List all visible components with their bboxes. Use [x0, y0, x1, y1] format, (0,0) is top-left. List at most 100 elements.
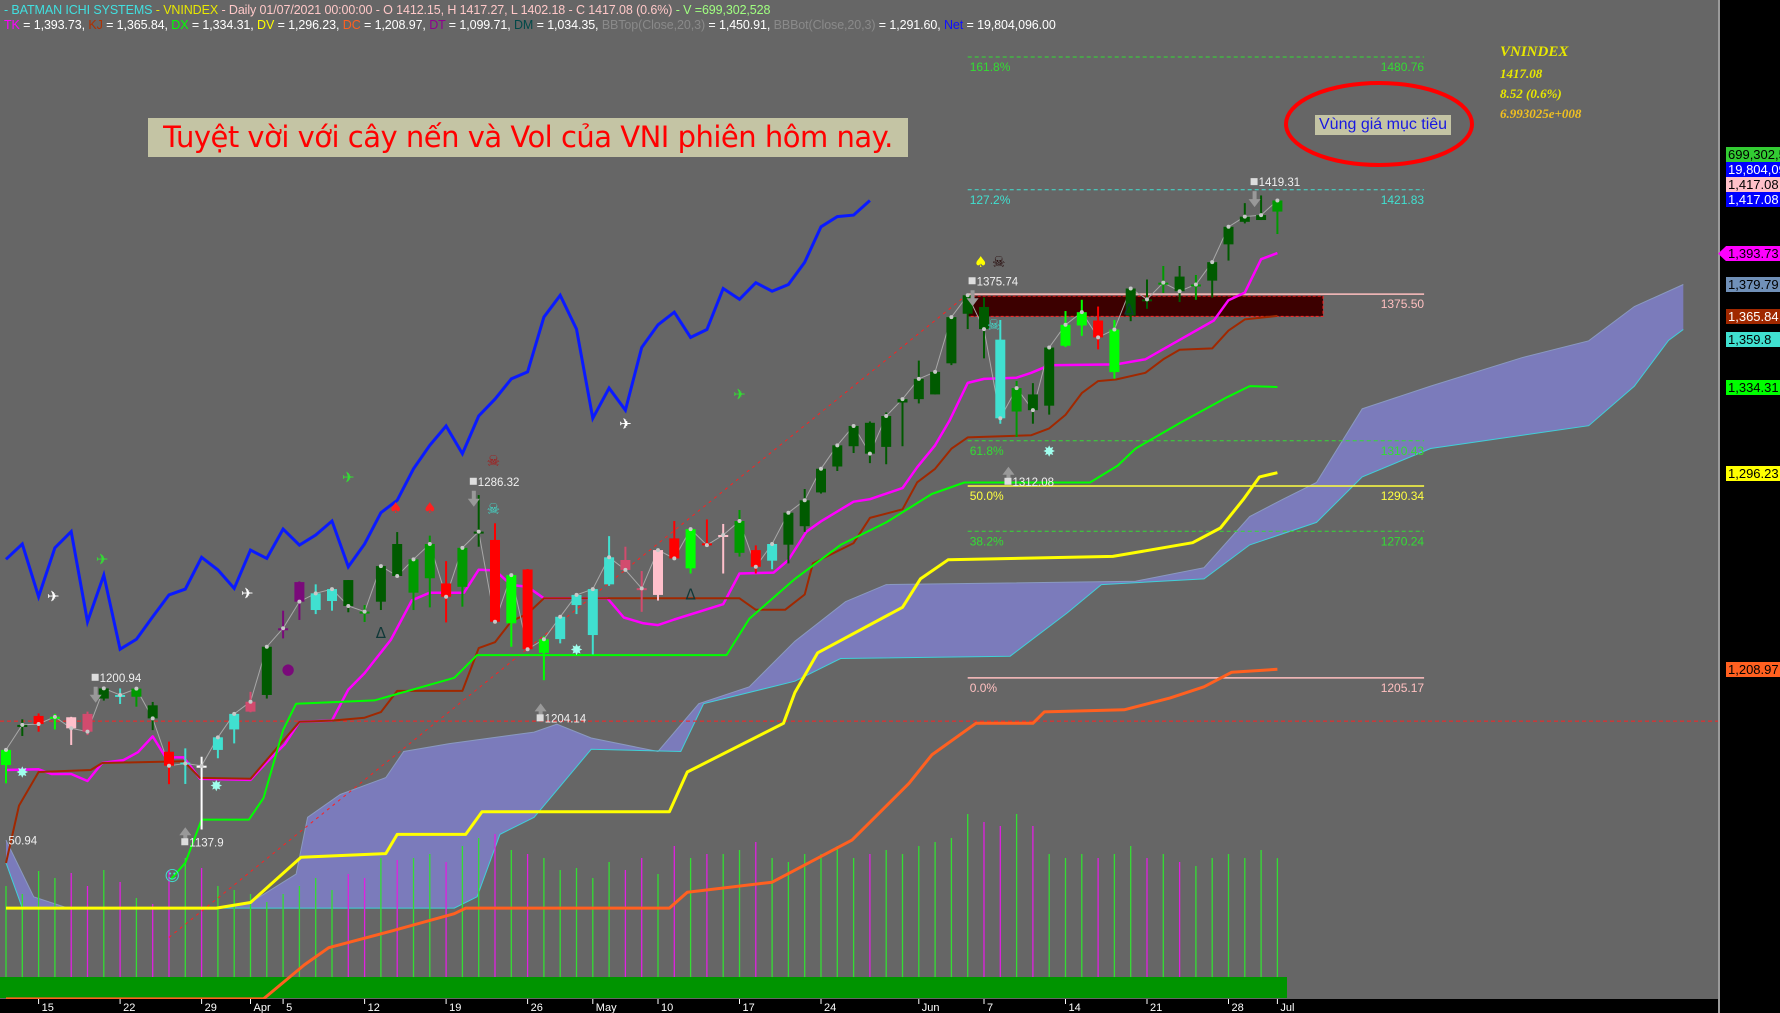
arrow-down-icon [467, 490, 480, 507]
x-tick-label: 15 [42, 1002, 54, 1013]
close-dot [998, 416, 1003, 421]
candle [261, 644, 272, 699]
close-dot [85, 729, 90, 734]
candle-body [1272, 200, 1283, 212]
x-tick-label: 19 [449, 1002, 461, 1013]
candle-body [604, 557, 615, 585]
candle-body [685, 529, 696, 569]
label-marker-icon [181, 838, 189, 846]
candle [1190, 275, 1201, 300]
candle-body [1011, 388, 1022, 412]
candle [653, 548, 663, 601]
candle-body [457, 547, 468, 587]
price-label: 1375.74 [977, 276, 1019, 288]
x-tick-label: 17 [743, 1002, 755, 1013]
candle [946, 315, 957, 366]
candle [1027, 383, 1038, 424]
x-tick-label: May [596, 1002, 617, 1013]
x-tick-label: 12 [368, 1002, 380, 1013]
candle-body [555, 616, 566, 640]
candle [685, 527, 696, 574]
senkou-span-b [5, 329, 1684, 909]
candle [734, 509, 745, 557]
close-dot [52, 714, 57, 719]
close-dot [965, 293, 970, 298]
close-dot [150, 716, 155, 721]
candle-body [506, 575, 517, 624]
legend-volume: 6.993025e+008 [1500, 106, 1582, 121]
label-marker-icon [1250, 178, 1258, 186]
x-tick-label: 7 [987, 1002, 993, 1013]
date-axis[interactable] [0, 999, 1720, 1013]
skull-icon: ☠ [987, 316, 1000, 334]
candle-body [620, 560, 631, 570]
candle-body [669, 538, 680, 559]
line-dv [6, 471, 1278, 910]
cloud-area [6, 284, 1684, 909]
close-dot [1079, 310, 1084, 315]
candle-body [799, 500, 810, 527]
indicator-value: = 1,034.35, [533, 18, 602, 32]
candle [294, 581, 305, 620]
candle [587, 587, 598, 655]
candle [1093, 306, 1104, 350]
candle-body [424, 544, 435, 579]
candle [636, 571, 647, 612]
indicator-name: TK [4, 18, 20, 32]
candle-body [261, 646, 272, 695]
annotation-note[interactable]: Tuyệt vời với cây nến và Vol của VNI phi… [148, 118, 908, 157]
close-dot [623, 567, 628, 572]
airplane-icon: ✈ [241, 584, 254, 602]
indicator-value: = 1,291.60, [875, 18, 944, 32]
candle-body [229, 713, 240, 730]
candle-body [392, 544, 403, 577]
close-dot [1161, 280, 1166, 285]
close-dot [134, 686, 139, 691]
x-tick-label: 14 [1069, 1002, 1081, 1013]
candle-body [164, 751, 174, 766]
title-segment: - Daily 01/07/2021 00:00:00 - O 1412.15,… [218, 3, 673, 17]
candle [604, 536, 615, 586]
close-dot [835, 443, 840, 448]
close-dot [590, 587, 595, 592]
close-dot [1112, 327, 1117, 332]
price-axis-tag: 1,334.31 [1726, 379, 1780, 395]
airplane-icon: ✈ [47, 588, 60, 606]
close-dot [183, 761, 188, 766]
price-axis-tag: 1,359.8 [1726, 332, 1780, 348]
candle-body [881, 416, 892, 447]
indicator-name: DM [514, 18, 534, 32]
candle [979, 297, 989, 359]
close-dot [672, 556, 677, 561]
target-ellipse[interactable] [1284, 81, 1474, 167]
price-axis-tag: 1,393.73 [1726, 246, 1780, 262]
candle [1174, 265, 1185, 303]
close-dot [541, 637, 546, 642]
skull-icon: ☠ [487, 500, 500, 518]
signal-markers: ✈ ✈ ✈ ✈ ✈ ✈ ♠ ♠ ♠ ☠ ☠ ☠ ☠ ✸ ✸ ✸ ✸ Δ Δ Δ ☺ ● [16, 253, 1135, 885]
candle-body [408, 559, 419, 593]
indicator-name: DT [429, 18, 446, 32]
candle [1109, 320, 1120, 379]
candle-body [750, 550, 761, 567]
candle-body [538, 639, 549, 653]
candle [538, 636, 549, 681]
close-dot [867, 451, 872, 456]
close-dot [248, 699, 253, 704]
candle [490, 523, 500, 624]
price-labels: 1200.94 1137.9 1286.32 1204.14 1375.74 1312.0… [8, 177, 1300, 849]
target-zone-label[interactable]: Vùng giá mục tiêu [1315, 115, 1452, 135]
close-dot [509, 573, 514, 578]
candle [1256, 195, 1267, 221]
candle-body [653, 550, 663, 595]
indicator-value: = 19,804,096.00 [963, 18, 1056, 32]
candle [375, 564, 386, 611]
close-dot [819, 466, 823, 471]
fib-level-label: 38.2% [970, 534, 1004, 548]
x-tick-label: 28 [1232, 1002, 1244, 1013]
fib-level-label: 127.2% [970, 193, 1011, 207]
line-dc [6, 667, 1278, 1001]
candle [913, 360, 924, 404]
price-axis-tag: 19,804,096 [1726, 162, 1780, 177]
